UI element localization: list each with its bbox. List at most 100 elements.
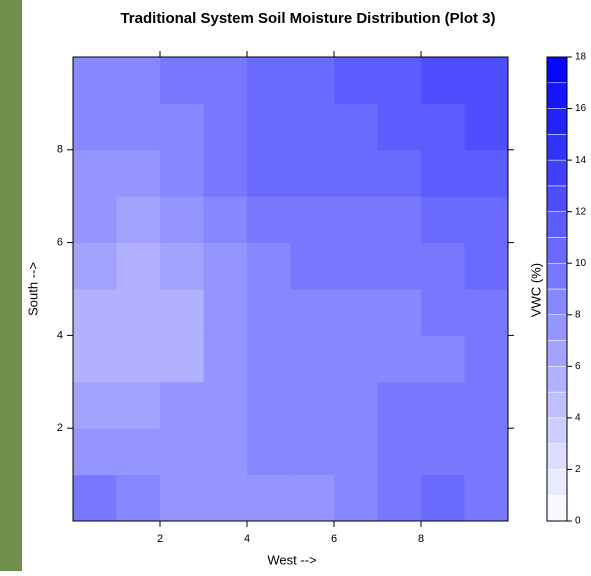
contour-cell [291, 243, 335, 290]
colorbar-tick-label: 12 [575, 206, 587, 217]
colorbar-tick-label: 14 [575, 155, 587, 166]
contour-cell [334, 335, 378, 382]
contour-cell [247, 289, 291, 336]
colorbar-band [547, 57, 567, 83]
contour-cell [73, 243, 117, 290]
colorbar-label: VWC (%) [528, 263, 543, 317]
colorbar-band [547, 444, 567, 470]
contour-cell [378, 382, 422, 429]
contour-cell [378, 335, 422, 382]
contour-cell [160, 335, 204, 382]
contour-cell [421, 57, 465, 104]
contour-cell [73, 289, 117, 336]
contour-cell [117, 57, 161, 104]
chart: 024681012141618 24682468 Traditional Sys… [0, 0, 591, 571]
contour-cell [160, 57, 204, 104]
contour-cell [291, 150, 335, 197]
colorbar-tick-label: 10 [575, 258, 587, 269]
colorbar-tick-label: 16 [575, 103, 587, 114]
colorbar-band [547, 341, 567, 367]
contour-cell [160, 196, 204, 243]
contour-cell [117, 243, 161, 290]
contour-cell [334, 103, 378, 150]
colorbar-band [547, 212, 567, 238]
contour-cell [204, 335, 248, 382]
contour-cell [73, 428, 117, 475]
colorbar-band [547, 392, 567, 418]
contour-cell [465, 150, 509, 197]
contour-cell [73, 335, 117, 382]
contour-cell [247, 103, 291, 150]
contour-cell [117, 150, 161, 197]
colorbar-band [547, 134, 567, 160]
colorbar-band [547, 109, 567, 135]
colorbar-band [547, 160, 567, 186]
contour-cell [421, 382, 465, 429]
contour-cell [378, 428, 422, 475]
x-tick-label: 6 [331, 533, 337, 545]
contour-cell [73, 475, 117, 522]
contour-cell [465, 289, 509, 336]
y-axis-label: South --> [25, 262, 40, 316]
contour-cell [378, 196, 422, 243]
contour-cell [247, 196, 291, 243]
contour-cell [204, 57, 248, 104]
contour-cell [204, 382, 248, 429]
contour-cell [465, 57, 509, 104]
contour-cell [378, 475, 422, 522]
colorbar-band [547, 418, 567, 444]
y-tick-label: 6 [57, 237, 63, 249]
contour-cell [117, 289, 161, 336]
contour-cell [204, 428, 248, 475]
contour-cell [204, 243, 248, 290]
contour-cell [465, 103, 509, 150]
contour-cell [73, 196, 117, 243]
contour-cell [291, 289, 335, 336]
contour-cell [160, 103, 204, 150]
contour-cell [117, 335, 161, 382]
colorbar-tick-label: 8 [575, 309, 581, 320]
colorbar-tick-label: 0 [575, 516, 581, 527]
contour-cell [291, 57, 335, 104]
contour-cell [291, 428, 335, 475]
contour-cell [465, 475, 509, 522]
colorbar-band [547, 237, 567, 263]
contour-cell [334, 196, 378, 243]
contour-cell [291, 475, 335, 522]
contour-cell [378, 57, 422, 104]
y-tick-label: 8 [57, 144, 63, 156]
contour-cell [291, 335, 335, 382]
contour-cell [160, 150, 204, 197]
contour-cell [378, 150, 422, 197]
contour-cell [160, 428, 204, 475]
colorbar-band [547, 315, 567, 341]
colorbar-tick-label: 4 [575, 413, 581, 424]
contour-cell [334, 428, 378, 475]
contour-cell [334, 57, 378, 104]
contour-cell [421, 289, 465, 336]
y-tick-label: 2 [57, 422, 63, 434]
contour-cell [160, 243, 204, 290]
colorbar-band [547, 366, 567, 392]
colorbar-band [547, 289, 567, 315]
contour-cell [334, 382, 378, 429]
contour-cell [421, 150, 465, 197]
contour-cell [378, 243, 422, 290]
x-tick-label: 4 [244, 533, 250, 545]
contour-cell [334, 243, 378, 290]
contour-cell [117, 103, 161, 150]
contour-cell [247, 243, 291, 290]
contour-cell [421, 428, 465, 475]
contour-cell [204, 196, 248, 243]
contour-cell [117, 196, 161, 243]
colorbar-band [547, 495, 567, 521]
contour-cell [465, 382, 509, 429]
colorbar-tick-label: 6 [575, 361, 581, 372]
contour-cell [421, 335, 465, 382]
contour-cell [247, 57, 291, 104]
contour-cell [247, 475, 291, 522]
contour-cell [334, 289, 378, 336]
contour-cell [204, 475, 248, 522]
contour-cell [204, 150, 248, 197]
page: {"chart_data": {"type": "contour", "titl… [0, 0, 591, 576]
